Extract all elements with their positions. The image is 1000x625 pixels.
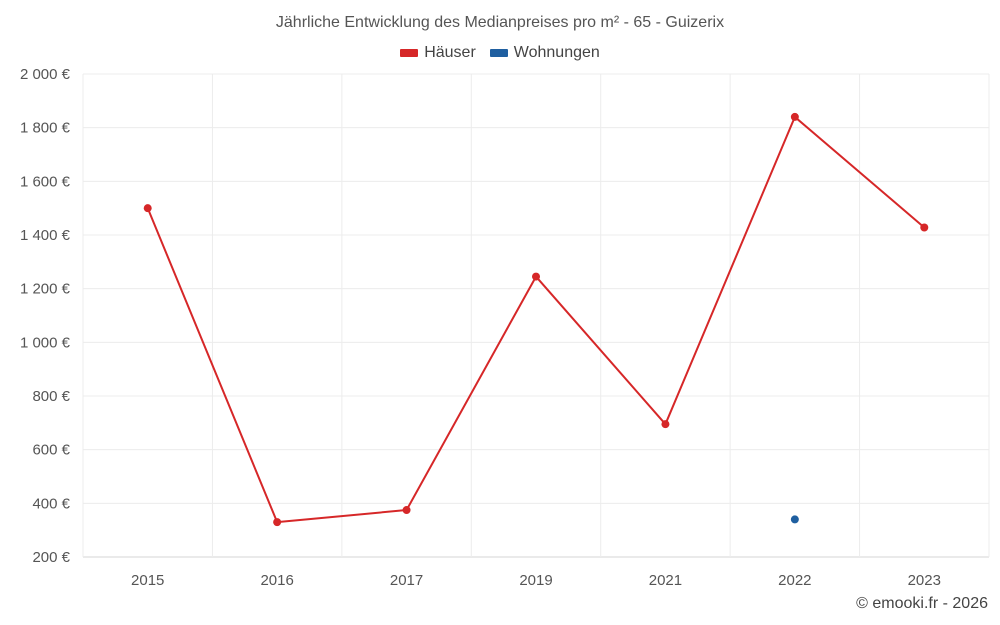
series-line-haeuser	[146, 115, 925, 524]
data-point-haeuser	[661, 420, 670, 429]
data-point-haeuser	[273, 518, 282, 527]
y-tick-label: 600 €	[32, 442, 70, 459]
y-tick-label: 2 000 €	[20, 66, 71, 83]
legend-label-haeuser: Häuser	[424, 44, 476, 61]
x-tick-label: 2016	[260, 572, 293, 589]
legend-swatch-haeuser	[400, 49, 419, 57]
y-tick-label: 1 800 €	[20, 120, 71, 137]
legend-item-wohnungen[interactable]: Wohnungen	[489, 44, 600, 62]
y-tick-label: 400 €	[32, 495, 70, 512]
y-tick-label: 200 €	[32, 549, 70, 566]
legend-swatch-wohnungen	[489, 49, 508, 57]
x-tick-label: 2022	[778, 572, 811, 589]
legend-label-wohnungen: Wohnungen	[513, 44, 600, 61]
x-tick-label: 2017	[390, 572, 423, 589]
chart-title: Jährliche Entwicklung des Medianpreises …	[275, 14, 725, 31]
y-tick-label: 1 000 €	[20, 334, 71, 351]
data-point-haeuser	[920, 223, 929, 232]
legend-item-haeuser[interactable]: Häuser	[400, 44, 476, 62]
x-tick-label: 2023	[908, 572, 941, 589]
x-tick-label: 2019	[519, 572, 552, 589]
data-point-haeuser	[143, 204, 152, 213]
y-tick-label: 1 200 €	[20, 281, 71, 298]
data-point-haeuser	[532, 272, 540, 281]
x-tick-label: 2021	[649, 572, 682, 589]
data-point-haeuser	[402, 506, 411, 515]
y-tick-label: 1 400 €	[20, 227, 71, 244]
y-tick-label: 1 600 €	[20, 173, 71, 190]
credit-text: © emooki.fr - 2026	[856, 595, 988, 612]
data-point-haeuser	[790, 112, 799, 121]
legend: Häuser Wohnungen	[0, 44, 1000, 62]
data-point-wohnungen	[790, 515, 799, 524]
y-tick-label: 800 €	[32, 388, 70, 405]
x-tick-label: 2015	[131, 572, 164, 589]
